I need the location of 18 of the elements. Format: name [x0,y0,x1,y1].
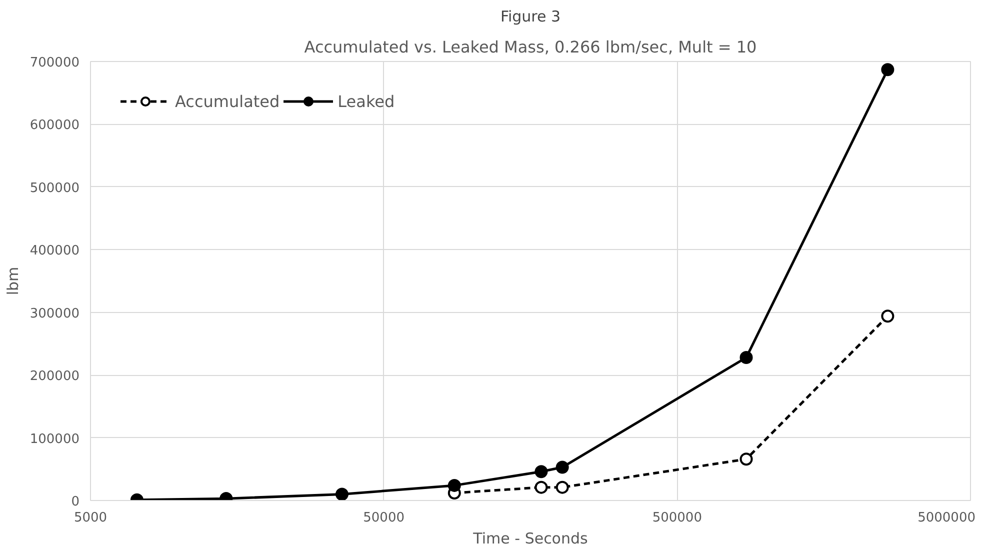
x-axis-title: Time - Seconds [472,530,588,548]
legend-label: Leaked [338,92,395,110]
y-tick-label: 500000 [30,180,80,196]
y-tick-label: 100000 [30,432,80,447]
x-tick-label: 5000000 [918,510,976,526]
y-tick-label: 600000 [30,118,80,134]
chart-subtitle: Figure 3 [500,8,561,26]
x-tick-label: 500000 [652,510,702,526]
y-axis-title: lbm [4,266,22,296]
chart-title: Accumulated vs. Leaked Mass, 0.266 lbm/sec, Mult = 10 [304,38,757,56]
y-tick-label: 400000 [30,244,80,259]
x-tick-label: 5000 [74,510,108,526]
y-tick-label: 0 [71,494,80,510]
y-tick-label: 300000 [30,306,80,322]
legend-label: Accumulated [175,92,280,110]
y-tick-label: 200000 [30,369,80,384]
x-tick-label: 50000 [363,510,405,526]
y-tick-label: 700000 [30,56,80,70]
